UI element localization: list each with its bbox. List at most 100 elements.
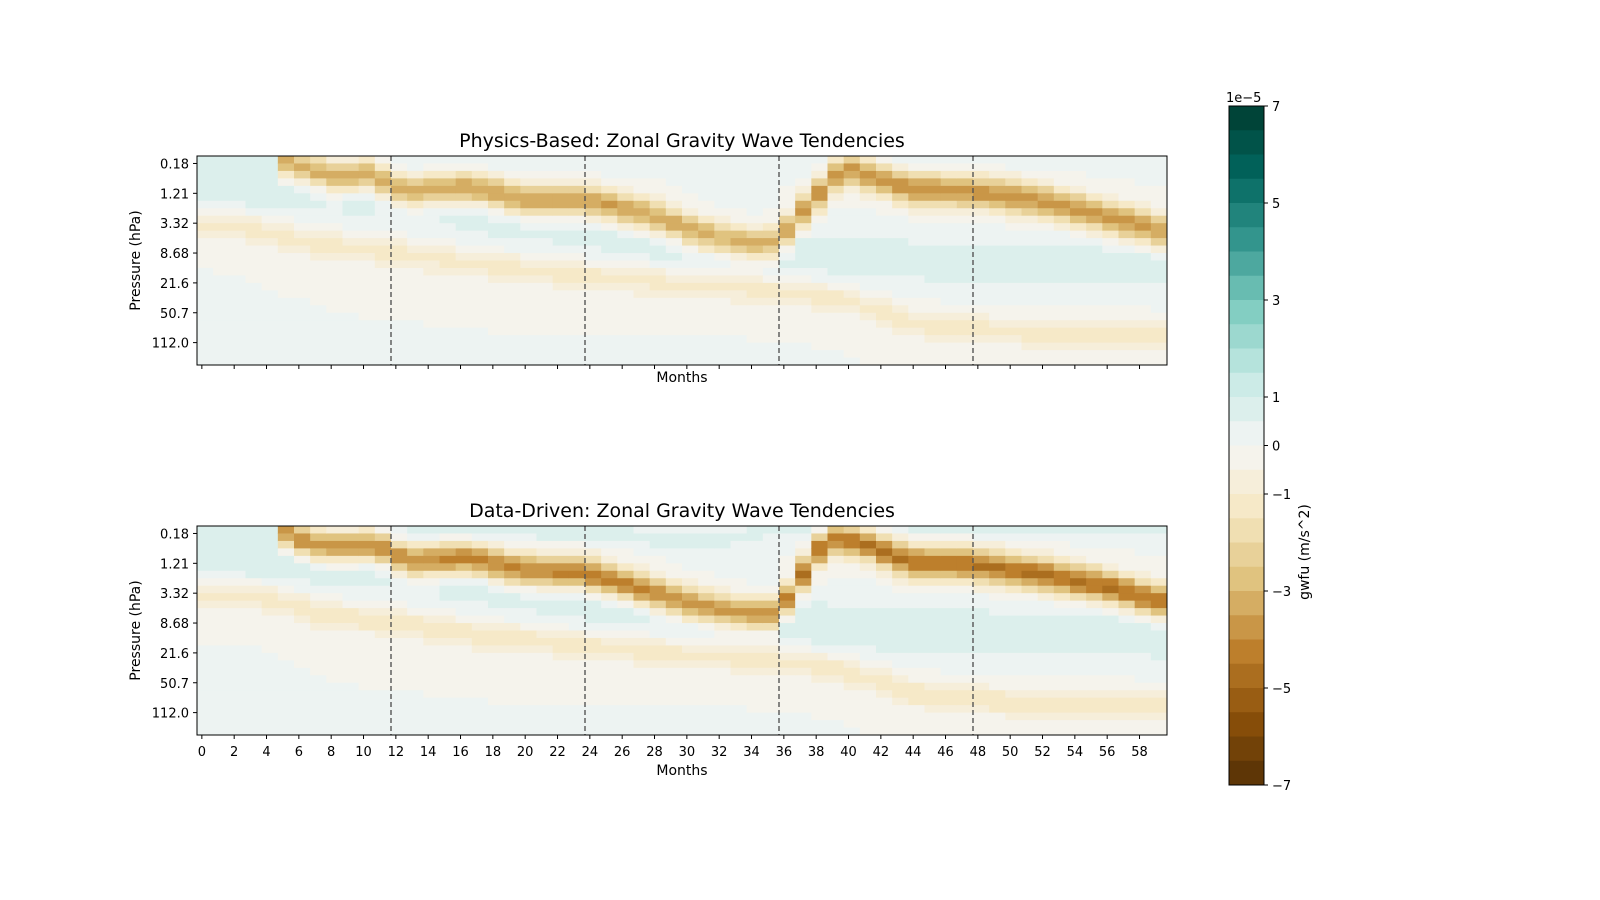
y-tick-label: 8.68: [160, 617, 189, 632]
heatmap-cell: [811, 540, 828, 549]
heatmap-cell: [746, 652, 764, 661]
heatmap-cell: [261, 593, 279, 602]
heatmap-cell: [536, 230, 554, 239]
heatmap-cell: [649, 675, 667, 684]
heatmap-cell: [1021, 320, 1039, 329]
heatmap-cell: [585, 623, 602, 631]
heatmap-cell: [617, 342, 634, 351]
heatmap-cell: [665, 600, 683, 609]
heatmap-cell: [261, 335, 279, 343]
heatmap-cell: [277, 600, 295, 609]
heatmap-cell: [407, 652, 424, 661]
heatmap-cell: [552, 290, 570, 299]
heatmap-cell: [423, 238, 440, 246]
heatmap-cell: [310, 350, 327, 358]
heatmap-cell: [843, 526, 861, 534]
heatmap-cell: [407, 185, 424, 194]
heatmap-cell: [973, 630, 990, 639]
heatmap-cell: [924, 290, 942, 299]
heatmap-cell: [762, 320, 780, 329]
heatmap-cell: [229, 600, 246, 609]
heatmap-cell: [1037, 555, 1055, 564]
heatmap-cell: [391, 267, 408, 276]
heatmap-cell: [488, 526, 505, 534]
heatmap-cell: [859, 705, 877, 713]
heatmap-cell: [924, 282, 942, 291]
heatmap-cell: [730, 342, 748, 351]
heatmap-cell: [940, 200, 958, 209]
heatmap-cell: [876, 637, 893, 646]
heatmap-cell: [762, 238, 780, 246]
heatmap-cell: [213, 652, 230, 661]
heatmap-cell: [197, 156, 214, 164]
heatmap-cell: [1118, 600, 1136, 609]
heatmap-cell: [633, 660, 651, 669]
heatmap-cell: [940, 357, 958, 366]
heatmap-cell: [277, 185, 295, 194]
heatmap-cell: [326, 570, 343, 579]
heatmap-cell: [956, 230, 974, 239]
heatmap-cell: [876, 593, 893, 602]
heatmap-cell: [698, 215, 715, 224]
heatmap-cell: [245, 350, 263, 358]
heatmap-cell: [859, 585, 877, 594]
heatmap-cell: [859, 320, 877, 329]
heatmap-cell: [1150, 350, 1168, 358]
heatmap-cell: [714, 705, 731, 713]
heatmap-cell: [665, 185, 683, 194]
heatmap-cell: [876, 335, 893, 343]
heatmap-cell: [536, 533, 554, 542]
heatmap-cell: [326, 350, 343, 358]
heatmap-cell: [1005, 615, 1022, 624]
heatmap-cell: [989, 600, 1006, 609]
heatmap-cell: [908, 327, 925, 336]
heatmap-cell: [1053, 208, 1071, 217]
heatmap-cell: [407, 548, 424, 557]
heatmap-cell: [633, 260, 651, 269]
heatmap-cell: [779, 156, 796, 164]
heatmap-cell: [989, 238, 1006, 246]
heatmap-cell: [1118, 305, 1136, 314]
heatmap-cell: [714, 563, 731, 572]
heatmap-cell: [374, 185, 392, 194]
heatmap-cell: [617, 238, 634, 246]
heatmap-cell: [989, 297, 1006, 306]
heatmap-cell: [730, 697, 748, 706]
heatmap-cell: [310, 652, 327, 661]
heatmap-cell: [746, 615, 764, 624]
year-divider-lines: [390, 156, 974, 365]
heatmap-cell: [294, 675, 311, 684]
heatmap-cell: [827, 555, 845, 564]
heatmap-cell: [342, 712, 360, 721]
heatmap-cell: [843, 533, 861, 542]
heatmap-cell: [1134, 200, 1152, 209]
heatmap-cell: [1150, 720, 1168, 728]
heatmap-cell: [795, 305, 812, 314]
heatmap-cell: [326, 600, 343, 609]
heatmap-cell: [1134, 230, 1152, 239]
heatmap-cell: [779, 342, 796, 351]
heatmap-cell: [1070, 290, 1087, 299]
heatmap-cell: [698, 705, 715, 713]
heatmap-cell: [617, 156, 634, 164]
heatmap-cell: [568, 623, 586, 631]
heatmap-cell: [261, 267, 279, 276]
heatmap-cell: [568, 563, 586, 572]
heatmap-cell: [989, 335, 1006, 343]
heatmap-cell: [1021, 615, 1039, 624]
heatmap-cell: [892, 185, 909, 194]
heatmap-cell: [1102, 697, 1119, 706]
heatmap-cell: [843, 570, 861, 579]
heatmap-cell: [326, 675, 343, 684]
heatmap-cell: [229, 208, 246, 217]
heatmap-cell: [342, 690, 360, 699]
heatmap-cell: [245, 208, 263, 217]
heatmap-cell: [1150, 652, 1168, 661]
heatmap-cell: [795, 615, 812, 624]
heatmap-cell: [665, 342, 683, 351]
heatmap-cell: [682, 548, 699, 557]
heatmap-cell: [568, 185, 586, 194]
heatmap-cell: [277, 608, 295, 616]
heatmap-cell: [973, 555, 990, 564]
